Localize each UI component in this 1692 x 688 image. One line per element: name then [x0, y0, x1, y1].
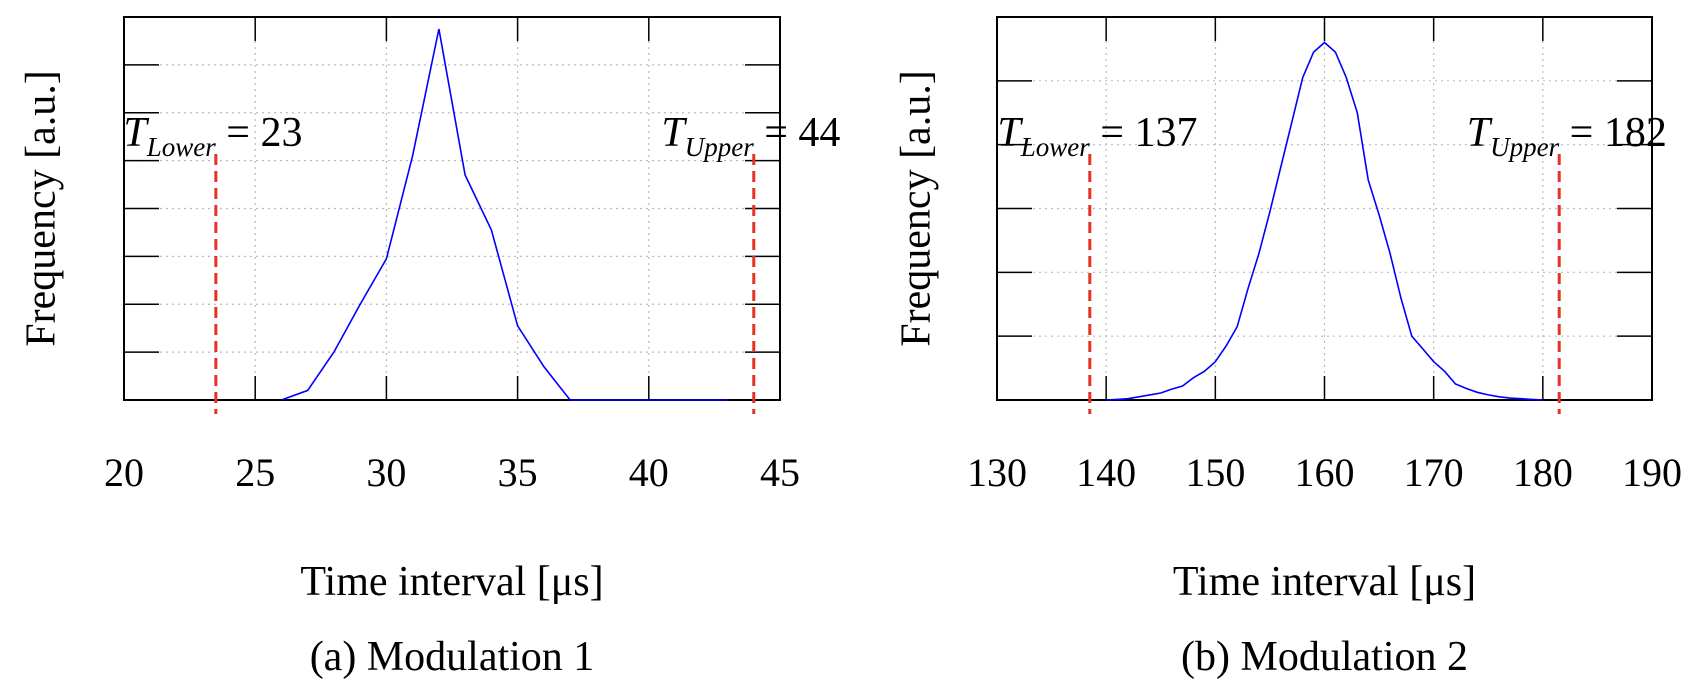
x-tick-label: 40	[629, 450, 669, 495]
threshold-label-lower: TLower = 137	[997, 110, 1197, 162]
threshold-symbol: T	[1467, 110, 1493, 156]
series-line-histogram	[1106, 41, 1543, 401]
y-axis-title: Frequency [a.u.]	[19, 70, 65, 346]
threshold-value: = 23	[216, 110, 303, 156]
x-tick-label: 180	[1513, 450, 1573, 495]
threshold-symbol: T	[997, 110, 1023, 156]
x-tick-label: 30	[366, 450, 406, 495]
panel-caption: (b) Modulation 2	[1181, 634, 1468, 680]
threshold-label-lower: TLower = 23	[123, 110, 302, 162]
threshold-symbol: T	[123, 110, 149, 156]
threshold-label-upper: TUpper = 182	[1467, 110, 1667, 162]
x-tick-label: 35	[498, 450, 538, 495]
threshold-subscript: Upper	[685, 132, 754, 162]
series-line-histogram	[281, 28, 728, 401]
threshold-symbol: T	[661, 110, 687, 156]
threshold-value: = 182	[1559, 110, 1667, 156]
x-tick-label: 140	[1076, 450, 1136, 495]
threshold-value: = 44	[754, 110, 841, 156]
plot-frame	[996, 16, 1653, 401]
x-tick-label: 25	[235, 450, 275, 495]
x-tick-label: 20	[104, 450, 144, 495]
x-axis-title: Time interval [μs]	[300, 559, 603, 605]
x-tick-label: 190	[1622, 450, 1682, 495]
x-tick-label: 45	[760, 450, 800, 495]
plot-frame	[123, 16, 781, 401]
threshold-label-upper: TUpper = 44	[661, 110, 840, 162]
x-tick-label: 150	[1185, 450, 1245, 495]
threshold-subscript: Lower	[1020, 132, 1091, 162]
threshold-subscript: Upper	[1490, 132, 1559, 162]
panel-caption: (a) Modulation 1	[310, 634, 595, 680]
x-tick-label: 130	[967, 450, 1027, 495]
x-tick-label: 170	[1404, 450, 1464, 495]
x-tick-label: 160	[1295, 450, 1355, 495]
threshold-value: = 137	[1090, 110, 1198, 156]
x-axis-title: Time interval [μs]	[1173, 559, 1476, 605]
threshold-subscript: Lower	[146, 132, 217, 162]
y-axis-title: Frequency [a.u.]	[894, 70, 940, 346]
